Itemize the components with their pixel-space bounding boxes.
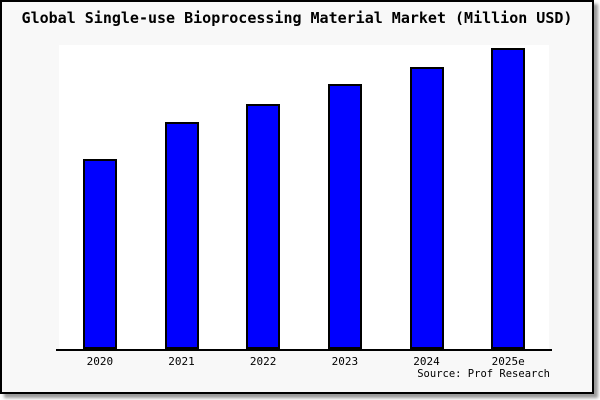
- x-tick-label-2021: 2021: [168, 355, 195, 368]
- bar-slot-2022: [222, 45, 304, 349]
- chart-title: Global Single-use Bioprocessing Material…: [21, 9, 573, 27]
- plot-area: [59, 45, 549, 349]
- chart-frame: Global Single-use Bioprocessing Material…: [0, 0, 594, 394]
- bar-slot-2023: [304, 45, 386, 349]
- x-tick-label-2025e: 2025e: [491, 355, 525, 368]
- x-axis-labels: 2020 2021 2022 2023 2024 2025e: [59, 355, 549, 368]
- bar-slot-2024: [386, 45, 468, 349]
- x-tick-label-2020: 2020: [86, 355, 114, 368]
- bar-slot-2020: [59, 45, 141, 349]
- x-tick-label-2022: 2022: [249, 355, 277, 368]
- x-axis-line: [56, 349, 552, 351]
- bar-slot-2021: [141, 45, 223, 349]
- bar-2021: [164, 122, 199, 349]
- bar-slot-2025e: [467, 45, 549, 349]
- x-tick-label-2023: 2023: [331, 355, 359, 368]
- bar-2020: [82, 159, 117, 349]
- bar-2022: [246, 103, 281, 349]
- bar-2024: [409, 67, 444, 349]
- bar-2023: [327, 84, 362, 349]
- x-tick-label-2024: 2024: [413, 355, 440, 368]
- source-credit: Source: Prof Research: [417, 368, 550, 380]
- bar-2025e: [491, 48, 526, 349]
